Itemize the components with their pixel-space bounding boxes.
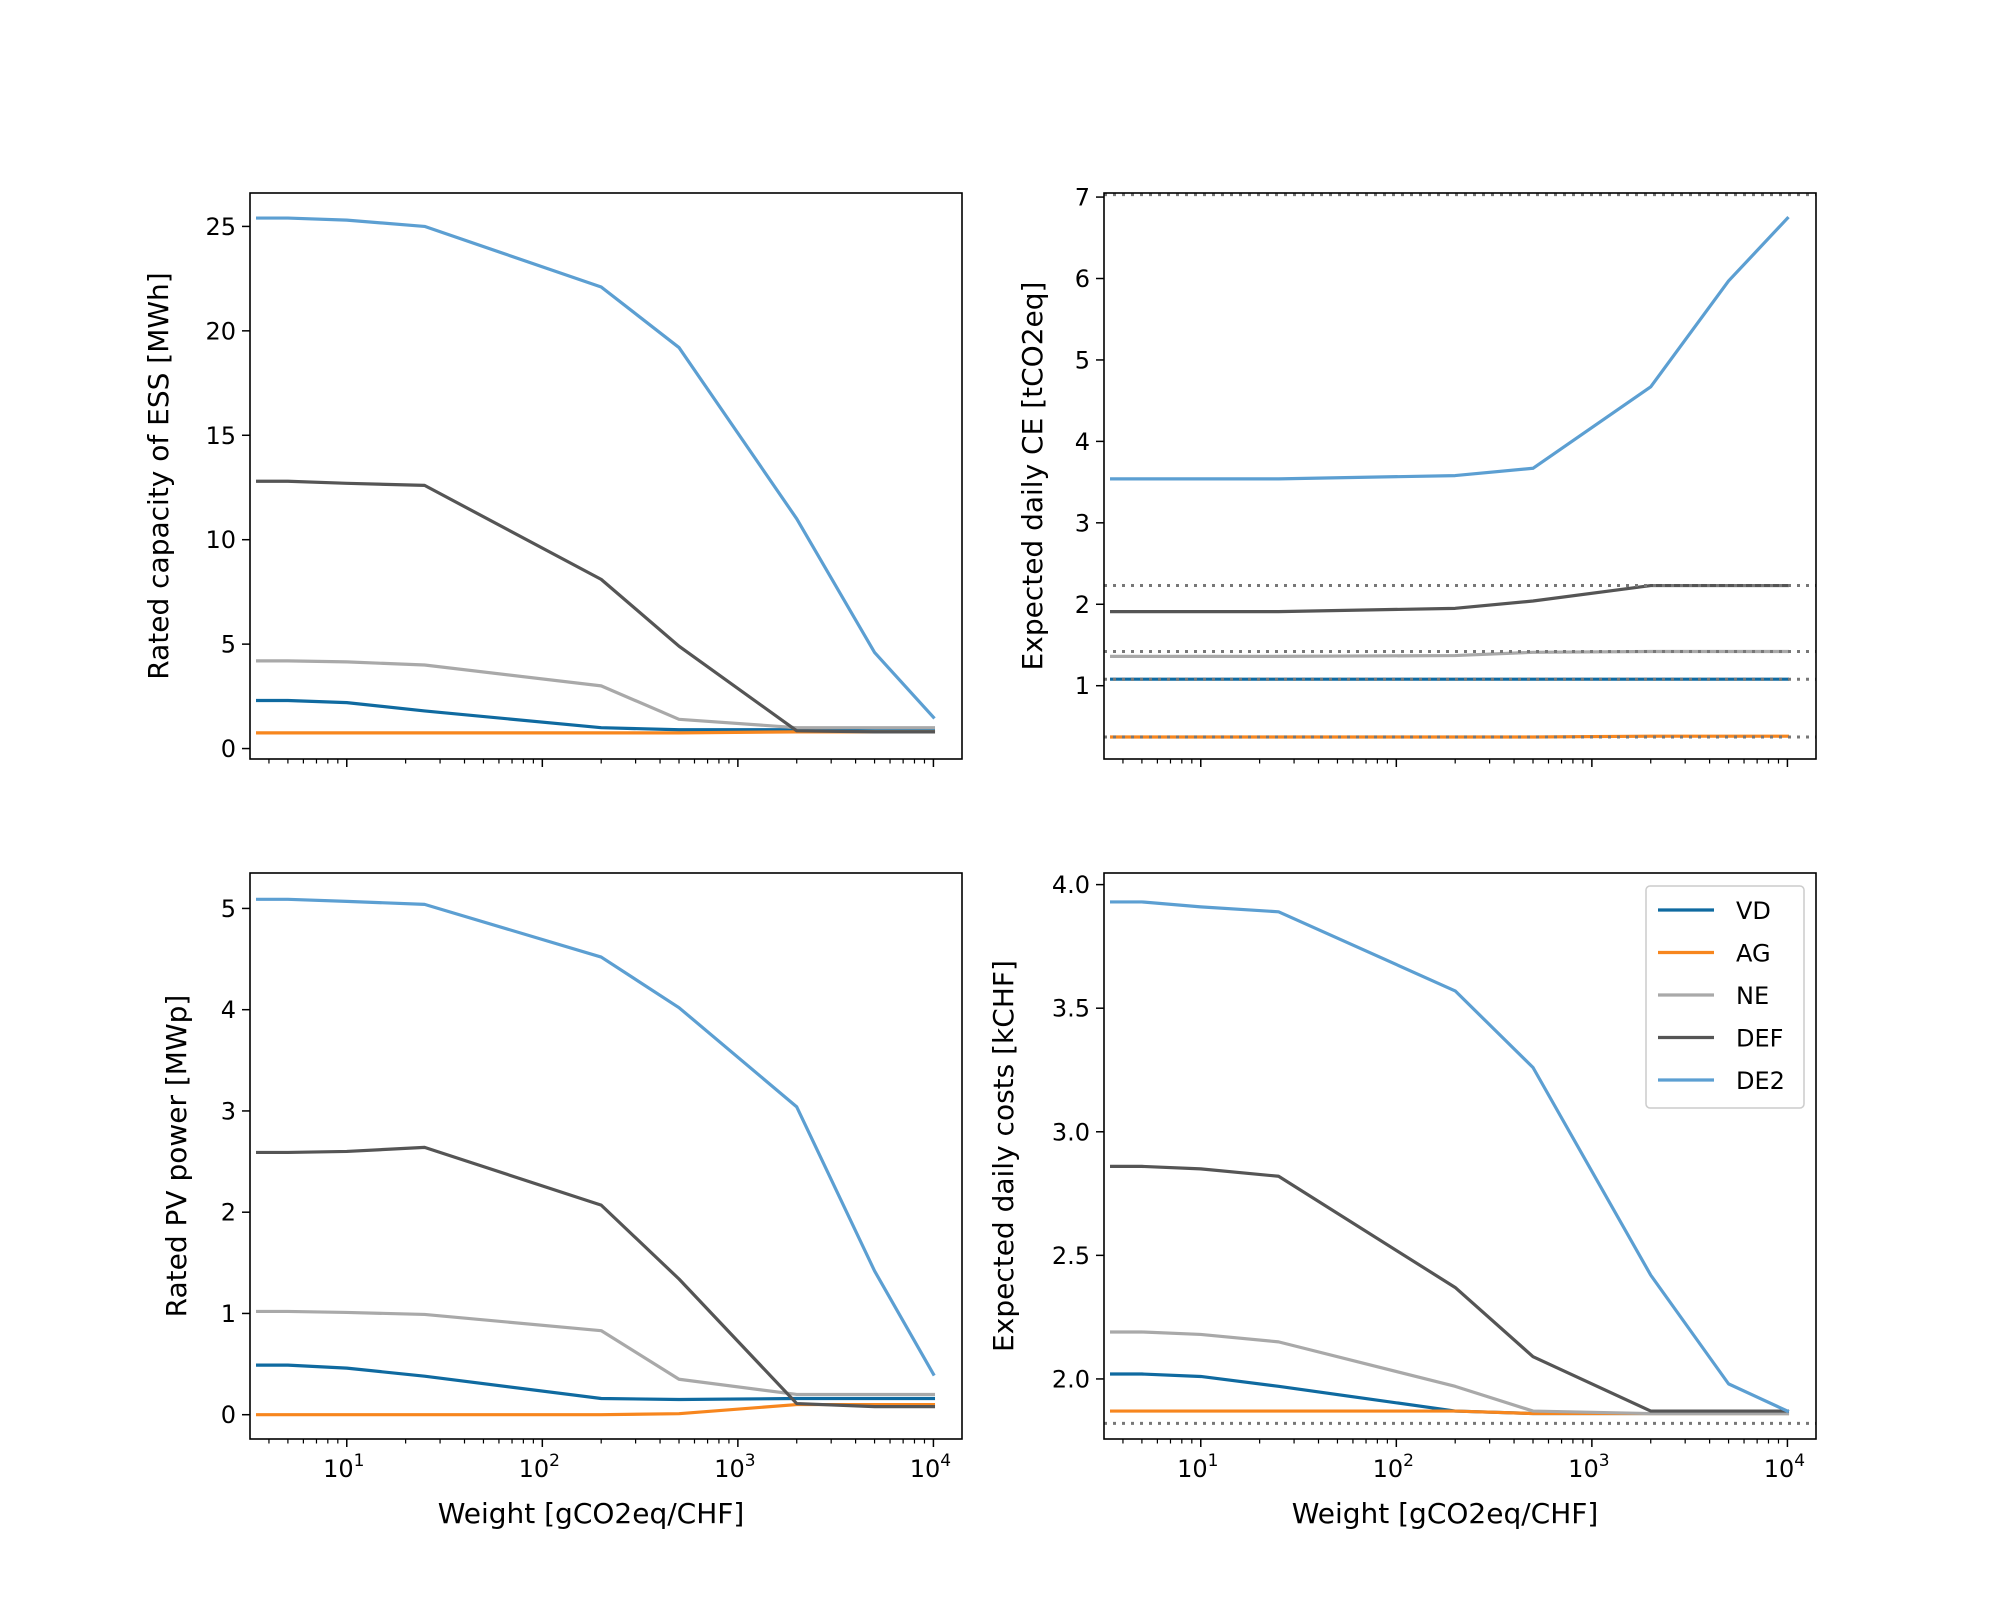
panel-ce: 1 2 3 4 5 6 7 Expected daily CE [tCO2eq] (1016, 184, 1817, 767)
y-tick-label: 0 (221, 1401, 236, 1429)
y-tick-label: 3.0 (1052, 1118, 1090, 1146)
plot-area (256, 216, 936, 735)
series-line-def (256, 479, 936, 734)
series-line-de2 (1110, 215, 1790, 481)
y-tick-label: 4 (221, 996, 236, 1024)
series-line-ne (1110, 649, 1790, 658)
axes-frame (249, 872, 963, 1440)
x-tick-label: 102 (519, 1451, 560, 1483)
series-line-vd (1110, 1372, 1790, 1416)
series-line-vd (256, 1363, 936, 1402)
x-axis-label: Weight [gCO2eq/CHF] (438, 1497, 745, 1530)
legend-label-ne: NE (1736, 982, 1769, 1010)
y-tick-label: 4 (1075, 428, 1090, 456)
y-tick-label: 1 (221, 1300, 236, 1328)
y-tick-label: 5 (221, 895, 236, 923)
series-line-def (256, 1145, 936, 1409)
y-tick-label: 1 (1075, 672, 1090, 700)
y-axis-label: Expected daily costs [kCHF] (987, 960, 1020, 1352)
y-tick-label: 15 (205, 422, 236, 450)
y-tick-label: 25 (205, 213, 236, 241)
y-tick-label: 3 (1075, 509, 1090, 537)
y-axis-label: Rated PV power [MWp] (160, 995, 193, 1318)
y-tick-label: 4.0 (1052, 871, 1090, 899)
y-tick-label: 5 (1075, 346, 1090, 374)
y-tick-label: 10 (205, 526, 236, 554)
series-line-ne (256, 1309, 936, 1397)
legend-label-ag: AG (1736, 940, 1771, 968)
y-tick-label: 2 (221, 1199, 236, 1227)
x-tick-label: 101 (1177, 1451, 1218, 1483)
axes-frame (1103, 192, 1817, 760)
legend-label-def: DEF (1736, 1025, 1783, 1053)
y-tick-label: 3.5 (1052, 995, 1090, 1023)
legend: VD AG NE DEF DE2 (1645, 885, 1805, 1109)
y-axis-label: Expected daily CE [tCO2eq] (1016, 282, 1049, 671)
plot-area (256, 897, 936, 1417)
y-tick-label: 6 (1075, 265, 1090, 293)
plot-area (1104, 193, 1816, 739)
x-tick-label: 102 (1373, 1451, 1414, 1483)
y-tick-label: 2.0 (1052, 1365, 1090, 1393)
y-tick-label: 2.5 (1052, 1242, 1090, 1270)
panel-ess: 0 5 10 15 20 25 Rated capacity of ESS [MWh] (142, 192, 963, 767)
y-tick-label: 7 (1075, 184, 1090, 212)
x-tick-label: 104 (910, 1451, 951, 1483)
series-line-de2 (1110, 900, 1790, 1414)
y-tick-label: 5 (221, 631, 236, 659)
series-line-de2 (256, 216, 936, 720)
x-tick-label: 104 (1764, 1451, 1805, 1483)
legend-label-de2: DE2 (1736, 1067, 1785, 1095)
series-line-ne (1110, 1330, 1790, 1416)
y-tick-label: 2 (1075, 591, 1090, 619)
x-tick-label: 103 (1568, 1451, 1609, 1483)
y-axis-label: Rated capacity of ESS [MWh] (142, 272, 175, 679)
series-line-def (1110, 583, 1790, 614)
axes-frame (1103, 872, 1817, 1440)
y-tick-label: 0 (221, 735, 236, 763)
x-axis-label: Weight [gCO2eq/CHF] (1292, 1497, 1599, 1530)
plot-area (1104, 900, 1816, 1425)
legend-box (1645, 885, 1805, 1109)
series-line-ne (256, 659, 936, 730)
panel-pv: 101 102 103 104 0 1 2 3 4 5 Rated PV power [MWp] We… (160, 872, 963, 1530)
series-line-de2 (256, 897, 936, 1377)
legend-label-vd: VD (1736, 897, 1771, 925)
panel-costs: 101 102 103 104 2.0 2.5 3.0 3.5 4.0 Expected dail… (987, 871, 1817, 1530)
y-tick-label: 3 (221, 1097, 236, 1125)
axes-frame (249, 192, 963, 760)
x-tick-label: 101 (323, 1451, 364, 1483)
y-tick-label: 20 (205, 317, 236, 345)
series-line-def (1110, 1164, 1790, 1413)
x-tick-label: 103 (714, 1451, 755, 1483)
